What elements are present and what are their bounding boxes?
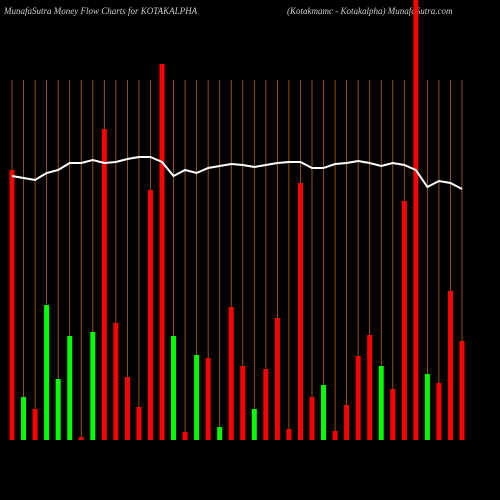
bar: [147, 190, 153, 440]
bar: [171, 336, 177, 440]
bar: [205, 358, 211, 440]
bar: [367, 335, 373, 440]
money-flow-line: [11, 156, 463, 190]
bar: [274, 318, 280, 440]
bar: [159, 64, 165, 440]
bar: [332, 431, 338, 440]
chart-title: MunafaSutra Money Flow Charts for KOTAKA…: [3, 6, 198, 16]
chart-subtitle: (Kotakmamc - Kotakalpha) MunafaSutra.com: [287, 6, 453, 16]
bar: [286, 429, 292, 440]
bar: [390, 389, 396, 440]
bar: [101, 129, 107, 440]
bar: [309, 397, 315, 440]
bar: [240, 366, 246, 440]
bar: [67, 336, 73, 440]
bar: [447, 291, 453, 440]
bar: [344, 405, 350, 440]
bar: [228, 307, 234, 440]
bar: [378, 366, 384, 440]
bar: [413, 0, 419, 440]
bar: [263, 369, 269, 440]
bar: [436, 383, 442, 440]
bar: [297, 183, 303, 440]
bar: [44, 305, 50, 440]
bar: [9, 170, 15, 440]
bar: [424, 374, 430, 440]
bar: [355, 356, 361, 440]
bar: [321, 385, 327, 440]
bar: [90, 332, 96, 440]
bar: [251, 409, 257, 440]
bar: [124, 377, 130, 440]
bar: [55, 379, 61, 440]
bar: [78, 437, 84, 440]
bar: [459, 341, 465, 440]
bar: [182, 432, 188, 440]
bar: [136, 407, 142, 440]
bar: [217, 427, 223, 440]
bar: [194, 355, 200, 440]
bar: [401, 201, 407, 440]
bar: [113, 323, 119, 440]
bar: [32, 409, 38, 440]
bar: [21, 397, 27, 440]
